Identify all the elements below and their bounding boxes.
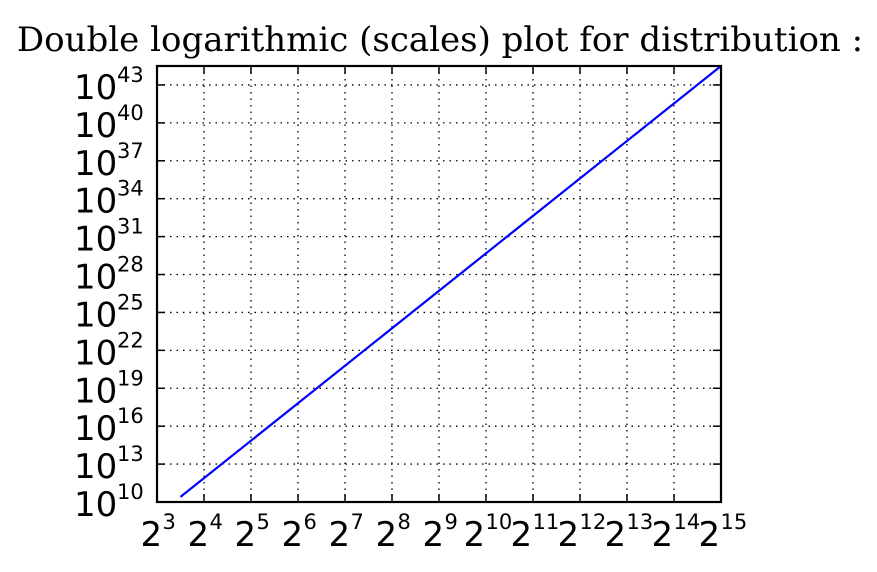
y-tick-exponent: 10 — [117, 480, 144, 504]
y-tick-exponent: 28 — [117, 253, 144, 277]
y-tick-label: 10 16 — [74, 404, 144, 449]
grid — [157, 66, 721, 502]
x-tick-exponent: 8 — [398, 510, 411, 534]
y-tick-base: 10 — [74, 258, 117, 298]
ticks — [156, 66, 722, 503]
x-tick-label: 2 15 — [699, 510, 748, 555]
x-tick-exponent: 7 — [351, 510, 364, 534]
y-tick-base: 10 — [74, 409, 117, 449]
y-tick-label: 10 43 — [74, 63, 144, 108]
x-tick-base: 2 — [605, 515, 627, 555]
x-tick-label: 2 14 — [652, 510, 701, 555]
x-tick-exponent: 13 — [627, 510, 654, 534]
y-tick-exponent: 37 — [117, 139, 144, 163]
y-tick-base: 10 — [74, 447, 117, 487]
x-tick-exponent: 10 — [486, 510, 513, 534]
x-tick-exponent: 11 — [533, 510, 560, 534]
x-tick-exponent: 4 — [210, 510, 223, 534]
y-tick-label: 10 37 — [74, 139, 144, 184]
y-tick-exponent: 40 — [117, 101, 144, 125]
y-tick-exponent: 19 — [117, 366, 144, 390]
y-tick-exponent: 34 — [117, 177, 144, 201]
x-tick-base: 2 — [558, 515, 580, 555]
x-tick-base: 2 — [141, 515, 163, 555]
x-tick-label: 2 12 — [558, 510, 607, 555]
series — [179, 65, 722, 498]
y-tick-exponent: 16 — [117, 404, 144, 428]
y-tick-label: 10 31 — [74, 215, 144, 260]
x-tick-exponent: 5 — [257, 510, 270, 534]
x-tick-label: 2 13 — [605, 510, 654, 555]
y-tick-exponent: 31 — [117, 215, 144, 239]
y-tick-base: 10 — [74, 182, 117, 222]
x-tick-labels: 2 3 2 4 2 5 2 6 2 7 2 8 2 9 2 102 112 122 132 142 15 — [141, 510, 748, 555]
y-tick-base: 10 — [74, 68, 117, 108]
x-tick-exponent: 12 — [580, 510, 607, 534]
x-tick-base: 2 — [652, 515, 674, 555]
y-tick-label: 10 34 — [74, 177, 144, 222]
chart-title: Double logarithmic (scales) plot for dis… — [17, 20, 863, 60]
x-tick-label: 2 11 — [511, 510, 560, 555]
y-tick-label: 10 40 — [74, 101, 144, 146]
x-tick-base: 2 — [282, 515, 304, 555]
x-tick-exponent: 6 — [304, 510, 317, 534]
y-tick-base: 10 — [74, 485, 117, 525]
x-tick-base: 2 — [511, 515, 533, 555]
x-tick-base: 2 — [376, 515, 398, 555]
y-tick-label: 10 13 — [74, 442, 144, 487]
y-tick-exponent: 22 — [117, 328, 144, 352]
y-tick-exponent: 43 — [117, 63, 144, 87]
y-tick-exponent: 25 — [117, 290, 144, 314]
y-tick-label: 10 19 — [74, 366, 144, 411]
y-tick-label: 10 10 — [74, 480, 144, 525]
x-tick-exponent: 9 — [445, 510, 458, 534]
y-tick-base: 10 — [74, 295, 117, 335]
y-tick-base: 10 — [74, 220, 117, 260]
y-tick-base: 10 — [74, 333, 117, 373]
x-tick-base: 2 — [423, 515, 445, 555]
y-tick-exponent: 13 — [117, 442, 144, 466]
x-tick-base: 2 — [188, 515, 210, 555]
x-tick-exponent: 15 — [721, 510, 748, 534]
y-tick-base: 10 — [74, 106, 117, 146]
y-tick-label: 10 25 — [74, 290, 144, 335]
x-tick-base: 2 — [329, 515, 351, 555]
x-tick-base: 2 — [235, 515, 257, 555]
y-tick-label: 10 28 — [74, 253, 144, 298]
x-tick-exponent: 3 — [163, 510, 176, 534]
x-tick-base: 2 — [699, 515, 721, 555]
y-tick-base: 10 — [74, 144, 117, 184]
y-tick-base: 10 — [74, 371, 117, 411]
y-tick-label: 10 22 — [74, 328, 144, 373]
x-tick-exponent: 14 — [674, 510, 701, 534]
series-line — [179, 65, 722, 498]
x-tick-base: 2 — [464, 515, 486, 555]
x-tick-label: 2 10 — [464, 510, 513, 555]
